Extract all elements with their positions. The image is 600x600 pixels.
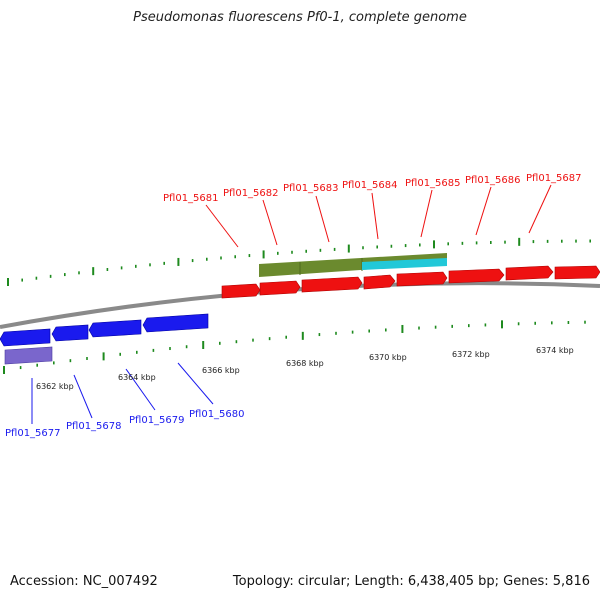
gene-label-pfl01-5681[interactable]: Pfl01_5681 <box>163 193 219 204</box>
scale-label-6364: 6364 kbp <box>118 373 156 382</box>
olive-feature-band[interactable] <box>259 253 447 277</box>
scale-label-6362: 6362 kbp <box>36 382 74 391</box>
reverse-gene-labels: Pfl01_5677 Pfl01_5678 Pfl01_5679 Pfl01_5… <box>5 362 245 439</box>
gene-label-pfl01-5677[interactable]: Pfl01_5677 <box>5 428 61 439</box>
inner-tick-track <box>3 320 586 374</box>
accession-label: Accession: NC_007492 <box>10 574 158 589</box>
gene-arrow-pfl01-5681[interactable] <box>221 283 261 299</box>
forward-gene-labels: Pfl01_5681 Pfl01_5682 Pfl01_5683 Pfl01_5… <box>163 173 582 248</box>
gene-label-pfl01-5680[interactable]: Pfl01_5680 <box>189 409 245 420</box>
gene-arrow-pfl01-5682[interactable] <box>259 280 301 296</box>
gene-label-pfl01-5685[interactable]: Pfl01_5685 <box>405 178 461 189</box>
purple-feature-band[interactable] <box>4 346 53 365</box>
gene-label-pfl01-5682[interactable]: Pfl01_5682 <box>223 188 279 199</box>
gene-label-pfl01-5686[interactable]: Pfl01_5686 <box>465 175 521 186</box>
gene-label-pfl01-5683[interactable]: Pfl01_5683 <box>283 183 339 194</box>
reverse-gene-track <box>0 313 209 347</box>
gene-arrow-pfl01-5686[interactable] <box>448 268 505 284</box>
gene-arrow-pfl01-5678[interactable] <box>51 324 89 342</box>
gene-label-pfl01-5687[interactable]: Pfl01_5687 <box>526 173 582 184</box>
gene-arrow-pfl01-5683[interactable] <box>301 276 363 293</box>
gene-label-pfl01-5684[interactable]: Pfl01_5684 <box>342 180 398 191</box>
feature-track <box>4 253 447 365</box>
gene-arrow-pfl01-5680[interactable] <box>142 313 209 333</box>
outer-tick-track <box>7 237 592 286</box>
forward-gene-track <box>221 265 600 299</box>
gene-arrow-pfl01-5677[interactable] <box>0 328 51 347</box>
gene-arrow-pfl01-5685[interactable] <box>396 271 448 287</box>
gene-arrow-pfl01-5679[interactable] <box>88 319 142 338</box>
scale-label-6368: 6368 kbp <box>286 359 324 368</box>
gene-label-pfl01-5678[interactable]: Pfl01_5678 <box>66 421 122 432</box>
gene-arrow-pfl01-5684[interactable] <box>363 274 396 290</box>
gene-arrow-pfl01-5688[interactable] <box>554 265 600 280</box>
scale-label-6372: 6372 kbp <box>452 350 490 359</box>
genome-backbone <box>0 281 600 329</box>
cyan-feature-band[interactable] <box>362 258 447 270</box>
scale-label-6374: 6374 kbp <box>536 346 574 355</box>
genome-summary: Topology: circular; Length: 6,438,405 bp… <box>232 574 590 589</box>
scale-label-6370: 6370 kbp <box>369 353 407 362</box>
gene-arrow-pfl01-5687[interactable] <box>505 265 554 281</box>
scale-labels: 6362 kbp 6364 kbp 6366 kbp 6368 kbp 6370… <box>36 346 574 391</box>
genome-title: Pseudomonas fluorescens Pf0-1, complete … <box>133 10 467 25</box>
gene-label-pfl01-5679[interactable]: Pfl01_5679 <box>129 415 185 426</box>
scale-label-6366: 6366 kbp <box>202 366 240 375</box>
